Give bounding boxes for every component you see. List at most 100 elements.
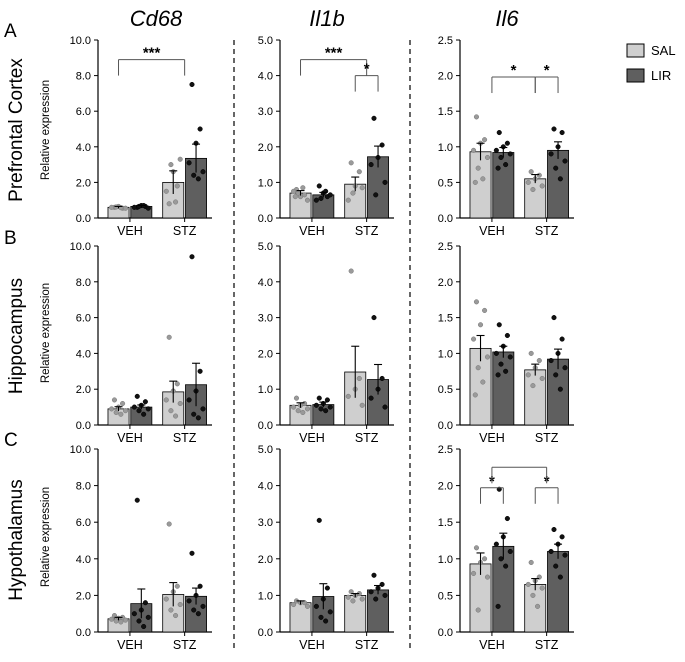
data-point: [539, 375, 545, 382]
data-point: [327, 192, 333, 198]
data-point: [473, 114, 480, 120]
x-tick-label-veh: VEH: [479, 638, 505, 652]
data-point: [134, 393, 140, 399]
bar-lir-veh: [492, 152, 515, 219]
x-tick-label-veh: VEH: [299, 224, 325, 238]
data-point: [484, 154, 491, 161]
data-point: [348, 160, 354, 166]
x-tick-label-stz: STZ: [173, 224, 197, 238]
significance-label: *: [511, 62, 517, 79]
significance-label: *: [544, 62, 550, 79]
y-tick-label: 0.5: [438, 590, 453, 602]
bar-lir-stz: [547, 551, 569, 633]
data-point: [318, 614, 324, 620]
data-point: [323, 408, 329, 414]
data-point: [318, 195, 324, 201]
data-point: [200, 406, 206, 412]
data-point: [382, 592, 388, 598]
data-point: [141, 411, 147, 417]
significance-bracket: *: [491, 62, 536, 94]
y-tick-label: 1.0: [438, 554, 453, 566]
data-point: [495, 165, 501, 171]
data-point: [186, 598, 192, 604]
y-tick-label: 4.0: [258, 277, 273, 289]
y-tick-label: 3.0: [258, 106, 273, 118]
data-point: [166, 334, 172, 340]
y-tick-label: 2.0: [76, 590, 91, 602]
data-point: [195, 611, 201, 617]
data-point: [551, 526, 557, 533]
y-tick-label: 0.0: [438, 627, 453, 639]
x-tick-label-stz: STZ: [355, 431, 379, 445]
data-point: [131, 404, 137, 410]
data-point: [131, 204, 137, 210]
data-point: [197, 368, 203, 374]
data-point: [291, 404, 297, 410]
panel-il1b-row-1: 0.0 1.0 2.0 3.0 4.0 5.0 VEH STZ: [258, 241, 394, 445]
y-tick-label: 1.0: [258, 177, 273, 189]
y-tick-label: 4.0: [76, 554, 91, 566]
x-tick-label-veh: VEH: [117, 431, 143, 445]
data-point: [373, 192, 379, 198]
y-tick-label: 2.0: [258, 554, 273, 566]
data-point: [304, 406, 311, 412]
data-point: [174, 583, 180, 589]
data-point: [525, 581, 531, 587]
significance-label: ***: [143, 45, 161, 62]
data-point: [324, 585, 330, 591]
data-point: [504, 515, 510, 522]
y-tick-label: 0.0: [258, 627, 273, 639]
data-point: [539, 183, 545, 189]
data-point: [356, 375, 362, 382]
x-tick-label-veh: VEH: [479, 431, 505, 445]
data-point: [371, 315, 377, 321]
data-point: [293, 395, 300, 401]
data-point: [359, 402, 365, 408]
data-point: [163, 188, 169, 194]
y-tick-label: 2.5: [438, 35, 453, 47]
data-point: [371, 572, 377, 578]
gene-title-il6: Il6: [495, 6, 519, 31]
data-point: [323, 618, 329, 624]
bar-sal-stz: [524, 584, 547, 633]
data-point: [503, 368, 509, 374]
y-tick-label: 3.0: [258, 313, 273, 325]
legend-label-lir: LIR: [651, 68, 671, 83]
y-tick-label: 2.0: [258, 348, 273, 360]
data-point: [313, 402, 319, 408]
y-tick-label: 1.5: [438, 313, 453, 325]
data-point: [304, 197, 311, 203]
data-point: [350, 598, 356, 604]
data-point: [382, 404, 388, 410]
panel-cd68-row-0: 0.0 2.0 4.0 6.0 8.0 10.0 VEH STZ ***: [70, 35, 212, 238]
data-point: [191, 172, 197, 178]
data-point: [145, 614, 151, 620]
region-label-hippocampus: Hippocampus: [6, 278, 27, 394]
data-point: [504, 140, 510, 146]
data-point: [503, 162, 509, 168]
y-tick-label: 10.0: [70, 241, 91, 253]
data-point: [109, 406, 115, 412]
data-point: [122, 617, 129, 623]
data-point: [471, 147, 477, 153]
data-point: [480, 176, 486, 182]
y-tick-label: 6.0: [76, 517, 91, 529]
data-point: [113, 618, 119, 624]
data-point: [292, 194, 298, 200]
data-point: [131, 611, 137, 617]
y-tick-label: 5.0: [258, 241, 273, 253]
data-point: [498, 556, 504, 562]
y-tick-label: 10.0: [70, 35, 91, 47]
significance-bracket: [491, 466, 548, 484]
data-point: [109, 204, 115, 210]
y-tick-label: 4.0: [76, 142, 91, 154]
gene-title-cd68: Cd68: [130, 6, 183, 31]
data-point: [177, 602, 183, 608]
x-tick-label-veh: VEH: [299, 638, 325, 652]
data-point: [191, 607, 197, 613]
data-point: [368, 395, 374, 401]
data-point: [200, 169, 206, 175]
y-tick-label: 5.0: [258, 35, 273, 47]
